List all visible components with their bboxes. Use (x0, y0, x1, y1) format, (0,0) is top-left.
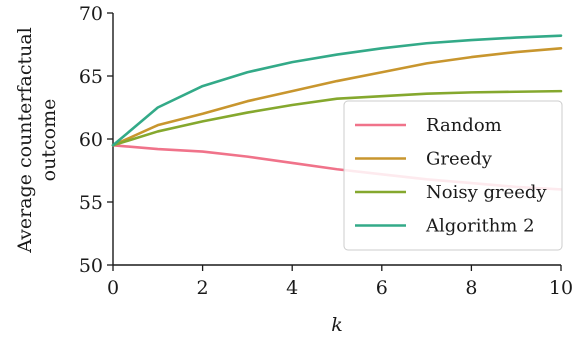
legend-label: Random (426, 115, 502, 136)
legend-entry-greedy: Greedy (355, 149, 493, 170)
y-tick-label: 55 (79, 192, 103, 214)
x-tick-label: 6 (376, 277, 388, 299)
series-line-algorithm-2 (111, 34, 563, 147)
series-line-noisy-greedy (111, 89, 563, 147)
series-line-greedy (111, 46, 563, 147)
legend: Random Greedy Noisy greedy Algorithm 2 (343, 100, 563, 251)
y-tick-label: 50 (79, 255, 103, 277)
y-tick-label: 65 (79, 66, 103, 88)
legend-label: Noisy greedy (426, 182, 547, 203)
y-tick-label: 60 (79, 129, 103, 151)
legend-box (343, 100, 563, 251)
x-tick-label: 2 (197, 277, 209, 299)
y-tick-label: 70 (79, 3, 103, 25)
x-axis-label: k (331, 314, 343, 336)
x-tick-label: 0 (107, 277, 119, 299)
legend-entry-noisy-greedy: Noisy greedy (355, 182, 547, 203)
legend-label: Greedy (426, 149, 493, 170)
y-axis-label-line-2: outcome (38, 99, 60, 182)
legend-entry-random: Random (355, 115, 502, 136)
x-tick-label: 10 (549, 277, 573, 299)
x-tick-label: 4 (286, 277, 298, 299)
x-tick-label: 8 (465, 277, 477, 299)
legend-label: Algorithm 2 (425, 216, 535, 237)
legend-entry-algorithm-2: Algorithm 2 (355, 216, 535, 237)
y-axis-title: Average counterfactual outcome (14, 27, 60, 254)
ticks: 0 2 4 6 8 10 50 55 60 65 70 (79, 3, 573, 299)
y-axis-label-line-1: Average counterfactual (14, 27, 36, 254)
